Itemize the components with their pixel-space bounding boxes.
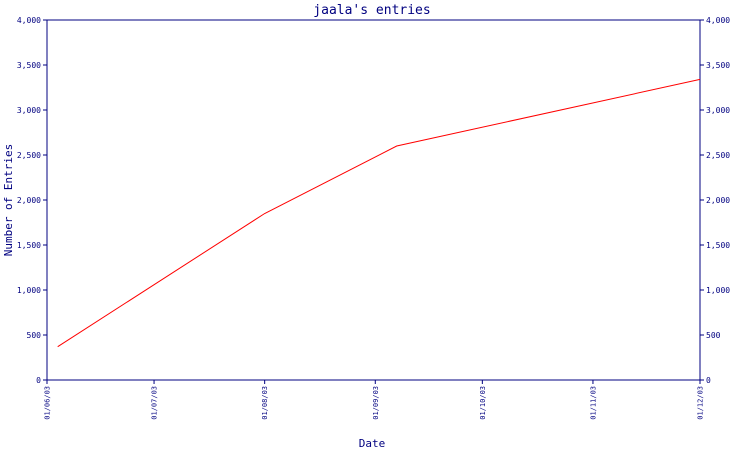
series-line (57, 78, 701, 348)
y-tick-label-right: 0 (706, 376, 711, 385)
y-tick-label-left: 1,500 (17, 241, 41, 250)
y-tick-label-left: 3,000 (17, 106, 41, 115)
y-axis-left: 0 500 1,000 1,500 2,000 2,500 3,000 3,500 4,000 (17, 16, 47, 385)
y-axis-label: Number of Entries (2, 144, 15, 257)
x-tick-label: 01/10/03 (479, 386, 487, 420)
y-tick-label-left: 500 (27, 331, 42, 340)
y-tick-label-right: 3,000 (706, 106, 730, 115)
series-layer (57, 78, 701, 348)
y-tick-label-right: 2,500 (706, 151, 730, 160)
y-tick-label-right: 3,500 (706, 61, 730, 70)
x-tick-label: 01/12/03 (697, 386, 705, 420)
x-axis: 01/06/03 01/07/03 01/08/03 01/09/03 01/10/03… (44, 380, 705, 420)
y-tick-label-left: 0 (36, 376, 41, 385)
x-tick-label: 01/08/03 (261, 386, 269, 420)
plot-frame (46, 19, 701, 381)
y-axis-right: 0 500 1,000 1,500 2,000 2,500 3,000 3,500 4,000 (700, 16, 730, 385)
y-tick-label-right: 1,000 (706, 286, 730, 295)
y-tick-label-left: 4,000 (17, 16, 41, 25)
x-axis-label: Date (359, 437, 386, 450)
y-tick-label-right: 500 (706, 331, 721, 340)
y-tick-label-right: 2,000 (706, 196, 730, 205)
y-tick-label-right: 1,500 (706, 241, 730, 250)
chart-title: jaala's entries (313, 3, 430, 18)
x-tick-label: 01/07/03 (151, 386, 159, 420)
y-tick-label-left: 2,000 (17, 196, 41, 205)
x-tick-label: 01/09/03 (372, 386, 380, 420)
y-tick-label-right: 4,000 (706, 16, 730, 25)
y-tick-label-left: 2,500 (17, 151, 41, 160)
x-tick-label: 01/06/03 (44, 386, 52, 420)
x-tick-label: 01/11/03 (589, 386, 597, 420)
y-tick-label-left: 1,000 (17, 286, 41, 295)
y-tick-label-left: 3,500 (17, 61, 41, 70)
